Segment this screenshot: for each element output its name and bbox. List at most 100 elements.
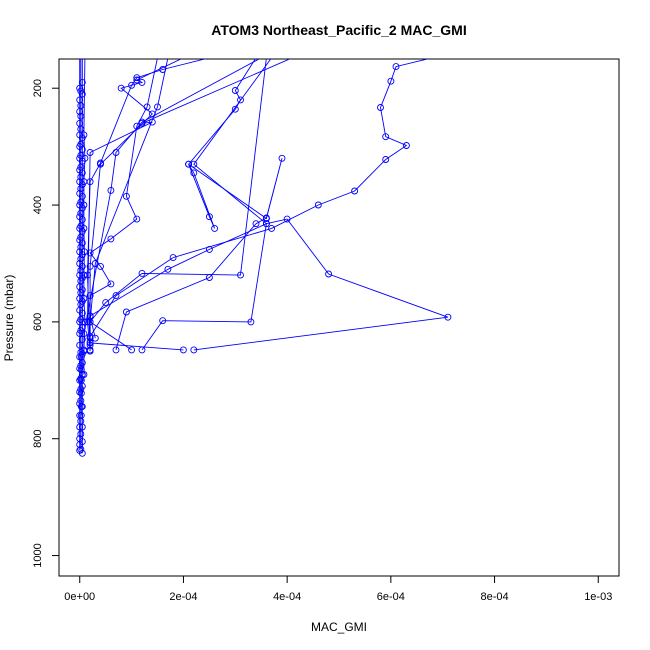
- data-point: [122, 192, 130, 200]
- y-tick-label: 600: [32, 313, 44, 331]
- data-point: [387, 77, 395, 85]
- data-point: [262, 220, 270, 228]
- data-point: [325, 270, 333, 278]
- chart-title: ATOM3 Northeast_Pacific_2 MAC_GMI: [211, 22, 466, 38]
- data-point: [80, 271, 88, 279]
- data-point: [154, 103, 161, 111]
- data-point: [128, 346, 136, 354]
- data-point: [237, 271, 244, 279]
- data-point: [78, 438, 86, 446]
- data-point: [444, 313, 452, 321]
- data-point: [77, 353, 85, 361]
- x-tick-label: 8e-04: [480, 591, 508, 603]
- data-point: [84, 271, 91, 279]
- data-point: [268, 224, 276, 232]
- data-point: [80, 201, 88, 209]
- data-point: [117, 84, 125, 92]
- profile-series: [112, 59, 286, 354]
- data-point: [78, 309, 86, 317]
- data-point: [77, 389, 85, 397]
- y-tick-label: 800: [32, 430, 44, 448]
- data-point: [77, 366, 85, 374]
- data-point: [211, 224, 219, 232]
- data-point: [138, 269, 146, 277]
- data-point: [252, 220, 260, 228]
- data-point: [205, 213, 213, 221]
- data-point: [81, 318, 89, 326]
- data-point: [102, 299, 110, 307]
- data-point: [77, 102, 85, 110]
- data-point: [205, 245, 213, 253]
- x-axis-label: MAC_GMI: [311, 620, 367, 634]
- data-point: [237, 96, 244, 104]
- data-point: [190, 160, 198, 168]
- data-point: [97, 159, 104, 167]
- profile-series: [80, 59, 89, 378]
- data-point: [80, 295, 88, 302]
- data-point: [77, 430, 85, 438]
- y-axis: 200 400 600 800 1000: [32, 79, 60, 568]
- data-point: [91, 260, 99, 267]
- data-point: [80, 248, 88, 256]
- data-point: [128, 81, 136, 89]
- data-point: [283, 215, 291, 223]
- profile-series: [86, 215, 452, 354]
- profile-line: [115, 59, 283, 351]
- data-point: [91, 334, 99, 342]
- data-point: [77, 411, 85, 419]
- data-point: [78, 262, 86, 270]
- data-point: [81, 154, 89, 162]
- data-point: [231, 105, 239, 113]
- data-point: [122, 308, 130, 316]
- y-tick-label: 200: [32, 79, 44, 97]
- data-point: [78, 449, 86, 457]
- data-point: [86, 262, 94, 270]
- data-point: [159, 317, 167, 325]
- profile-line: [87, 59, 207, 352]
- data-point: [247, 318, 255, 326]
- data-point: [382, 156, 390, 163]
- data-point: [77, 327, 85, 335]
- data-point: [107, 235, 115, 243]
- y-axis-label: Pressure (mbar): [2, 275, 16, 362]
- profile-series: [86, 59, 430, 354]
- data-point: [77, 385, 85, 393]
- data-point: [231, 87, 239, 94]
- x-tick-label: 1e-03: [584, 591, 612, 603]
- data-point: [97, 262, 104, 270]
- y-tick-label: 400: [32, 196, 44, 214]
- series-layer: [76, 59, 452, 457]
- profile-line: [83, 59, 86, 375]
- data-point: [179, 346, 187, 354]
- data-point: [80, 178, 88, 186]
- x-axis: 0e+00 2e-04 4e-04 6e-04 8e-04 1e-03: [64, 575, 612, 603]
- data-point: [78, 216, 86, 224]
- profile-line: [89, 59, 169, 352]
- profile-series: [77, 353, 85, 419]
- profile-series: [86, 59, 182, 349]
- profile-series: [138, 59, 272, 354]
- data-point: [112, 346, 120, 354]
- data-point: [382, 133, 390, 141]
- profile-line: [83, 59, 260, 352]
- profile-line: [89, 59, 267, 351]
- data-point: [77, 140, 85, 148]
- data-point: [80, 131, 88, 139]
- data-point: [262, 215, 270, 222]
- data-point: [185, 160, 193, 168]
- data-point: [133, 74, 141, 82]
- profile-line: [87, 59, 291, 350]
- data-point: [392, 63, 400, 71]
- data-point: [314, 201, 322, 209]
- data-point: [133, 215, 141, 223]
- data-point: [77, 163, 85, 171]
- profile-series: [77, 59, 85, 453]
- data-point: [77, 376, 85, 384]
- profile-line: [89, 59, 182, 346]
- data-point: [377, 104, 384, 111]
- data-point: [138, 346, 146, 354]
- x-tick-label: 4e-04: [273, 591, 301, 603]
- data-point: [80, 224, 88, 232]
- x-tick-label: 2e-04: [169, 591, 197, 603]
